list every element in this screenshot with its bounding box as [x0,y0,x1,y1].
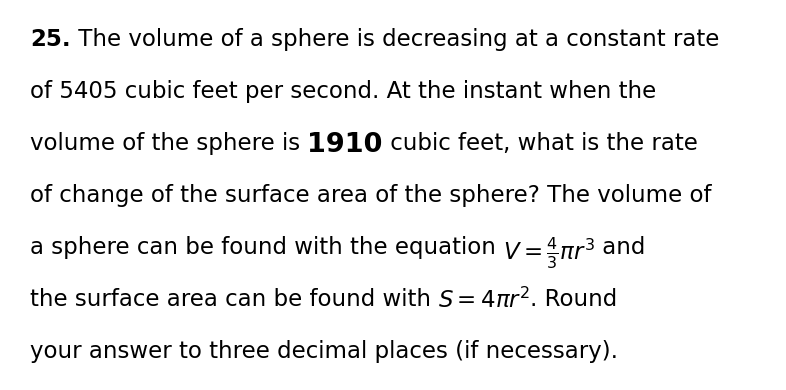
Text: $S = 4\pi r^2$: $S = 4\pi r^2$ [439,288,530,313]
Text: your answer to three decimal places (if necessary).: your answer to three decimal places (if … [30,340,618,363]
Text: and: and [595,236,645,259]
Text: of change of the surface area of the sphere? The volume of: of change of the surface area of the sph… [30,184,711,207]
Text: . Round: . Round [530,288,617,311]
Text: the surface area can be found with: the surface area can be found with [30,288,439,311]
Text: 1910: 1910 [307,132,383,158]
Text: volume of the sphere is: volume of the sphere is [30,132,307,155]
Text: cubic feet, what is the rate: cubic feet, what is the rate [383,132,698,155]
Text: $V = \frac{4}{3}\pi r^3$: $V = \frac{4}{3}\pi r^3$ [503,236,595,271]
Text: 25.: 25. [30,28,71,51]
Text: a sphere can be found with the equation: a sphere can be found with the equation [30,236,503,259]
Text: The volume of a sphere is decreasing at a constant rate: The volume of a sphere is decreasing at … [71,28,719,51]
Text: of 5405 cubic feet per second. At the instant when the: of 5405 cubic feet per second. At the in… [30,80,656,103]
